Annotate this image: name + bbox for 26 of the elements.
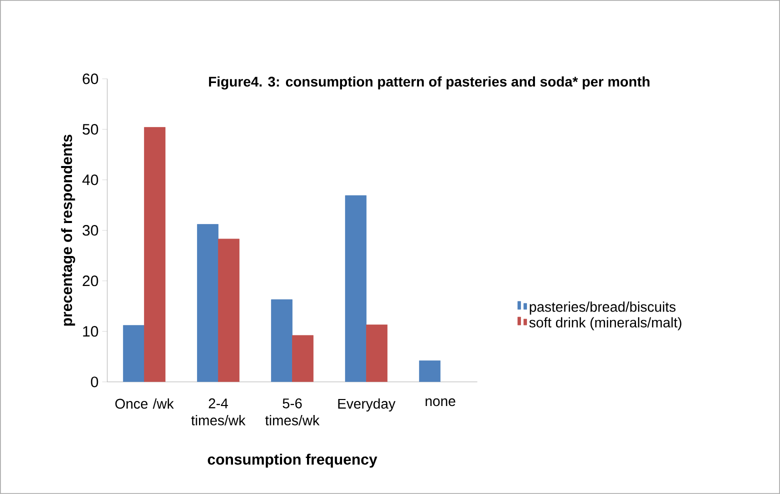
- y-tick-label: 0: [90, 376, 98, 388]
- bar: [345, 195, 366, 382]
- bar: [197, 224, 218, 382]
- y-tick-label: 30: [82, 225, 98, 236]
- y-tick-label: 50: [82, 124, 98, 135]
- bar: [271, 299, 292, 382]
- bar: [419, 360, 441, 382]
- bar: [366, 324, 388, 382]
- bar: [218, 238, 240, 382]
- x-axis-title: consumption frequency: [208, 454, 378, 468]
- x-tick-label: 5-6 times/wk: [265, 398, 320, 426]
- x-tick-label: none: [426, 398, 456, 406]
- y-tick-label: 20: [82, 276, 98, 286]
- y-tick-label: 60: [82, 74, 98, 84]
- y-tick-label: 10: [83, 326, 98, 337]
- x-tick-label: 2-4 times/wk: [191, 398, 246, 426]
- x-tick-label: Everyday: [338, 398, 396, 412]
- y-axis-title: precentage of respondents: [61, 134, 76, 326]
- legend-label: soft drink (minerals/malt): [529, 317, 682, 330]
- legend-label: pasteries/bread/biscuits: [530, 302, 676, 315]
- bar: [144, 127, 166, 382]
- y-tick-label: 40: [82, 174, 98, 186]
- bar: [123, 325, 144, 382]
- chart-title: Figure4. 3: consumption pattern of pasteries and soda* per month: [209, 76, 650, 90]
- x-tick-label: Once /wk: [115, 398, 174, 409]
- bar: [292, 335, 314, 382]
